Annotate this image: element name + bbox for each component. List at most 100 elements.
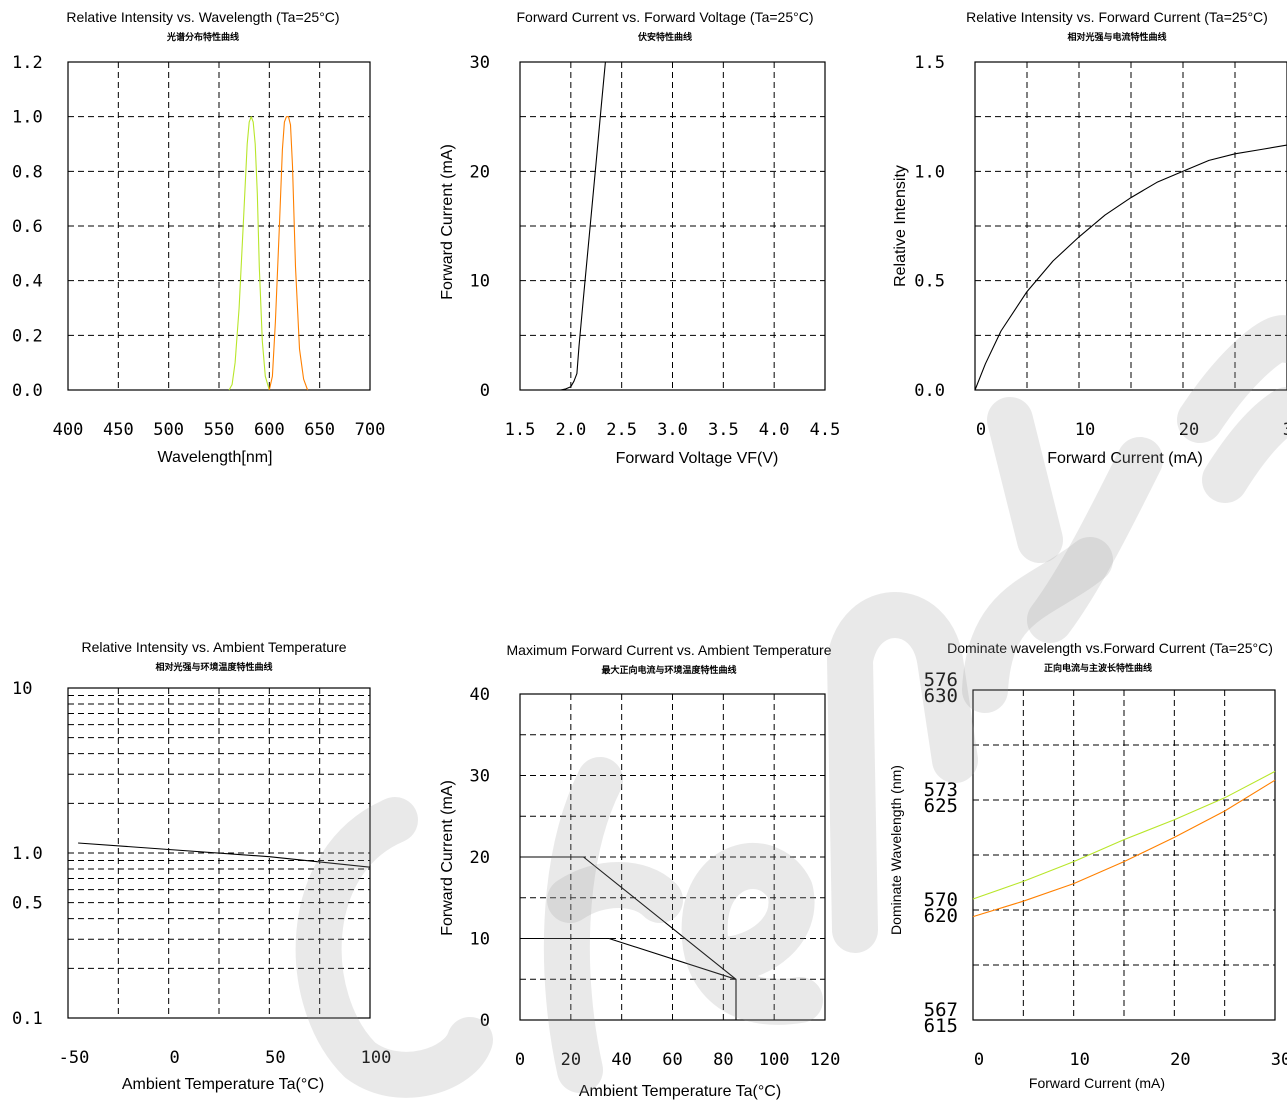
series-line [972,770,1276,900]
y-tick-label: 0.2 [12,326,43,346]
series-line [520,937,737,980]
y-tick-label: 0 [480,1011,490,1031]
x-tick-label: 30 [1271,1050,1287,1070]
y-tick-label: 1.2 [12,53,43,73]
y-tick-label: 10 [470,930,490,950]
x-tick-label: 0 [976,420,986,440]
x-tick-label: 500 [153,420,184,440]
x-axis-label: Forward Current (mA) [1047,450,1203,467]
series-line [78,842,371,868]
x-tick-label: 20 [1179,420,1199,440]
x-axis-label: Forward Current (mA) [1029,1075,1165,1091]
watermark-confidential [295,315,1287,1098]
x-axis-label: Forward Voltage VF(V) [616,450,779,467]
chart-title: Relative Intensity vs. Forward Current (… [966,9,1268,25]
chart-subtitle: 相对光强与电流特性曲线 [1067,31,1166,43]
y-tick-label: 0.0 [914,381,945,401]
chart-title: Forward Current vs. Forward Voltage (Ta=… [517,9,814,25]
x-axis-label: Ambient Temperature Ta(°C) [122,1076,324,1093]
chart-subtitle: 光谱分布特性曲线 [166,31,239,43]
chart-subtitle: 相对光强与环境温度特性曲线 [155,661,272,673]
x-tick-label: 20 [1170,1050,1190,1070]
y-tick-label: 0.0 [12,381,43,401]
x-tick-label: 1.5 [505,420,536,440]
x-tick-label: 0 [515,1050,525,1070]
series-line [550,61,606,391]
chart-max-forward-current-vs-temperature: Maximum Forward Current vs. Ambient Temp… [439,642,840,1100]
x-axis-label: Wavelength[nm] [157,449,272,466]
series-line [972,779,1276,918]
x-tick-label: 120 [810,1050,841,1070]
x-tick-label: 0 [974,1050,984,1070]
x-tick-label: 60 [662,1050,682,1070]
y-tick-label: 0.4 [12,272,43,292]
chart-forward-current-vs-voltage: Forward Current vs. Forward Voltage (Ta=… [439,9,840,467]
y-tick-label: 0.8 [12,162,43,182]
chart-subtitle: 伏安特性曲线 [638,31,692,43]
y-tick-label-top: 570 [924,889,958,911]
y-tick-label: 1.0 [12,108,43,128]
y-tick-label: 40 [470,685,490,705]
y-tick-label: 1.0 [12,844,43,864]
y-tick-label: 20 [470,162,490,182]
y-tick-label: 0.5 [914,272,945,292]
x-tick-label: 650 [304,420,335,440]
y-axis-label: Relative Intensity [892,165,909,287]
y-tick-label-bottom: 615 [924,1015,958,1037]
chart-title: Maximum Forward Current vs. Ambient Temp… [507,642,832,658]
y-tick-label: 1.0 [914,162,945,182]
chart-relative-intensity-vs-current: Relative Intensity vs. Forward Current (… [892,9,1287,467]
x-tick-label: 0 [170,1048,180,1068]
y-tick-label-top: 573 [924,779,958,801]
chart-dominate-wavelength-vs-current: Dominate wavelength vs.Forward Current (… [888,640,1287,1091]
series-line [520,856,737,1020]
x-axis-label: Ambient Temperature Ta(°C) [579,1083,781,1100]
y-tick-label: 20 [470,848,490,868]
y-axis-label: Forward Current (mA) [439,780,456,936]
x-tick-label: 40 [611,1050,631,1070]
y-tick-label: 30 [470,767,490,787]
y-tick-label: 1.5 [914,53,945,73]
x-tick-label: 700 [355,420,386,440]
x-tick-label: 600 [254,420,285,440]
x-tick-label: 4.5 [810,420,841,440]
x-tick-label: 2.5 [606,420,637,440]
y-tick-label-top: 576 [924,669,958,691]
chart-relative-intensity-vs-temperature: Relative Intensity vs. Ambient Temperatu… [12,639,391,1093]
series-line [268,116,309,391]
y-tick-label: 10 [12,679,32,699]
y-tick-label: 0.1 [12,1009,43,1029]
series-line [974,144,1287,391]
y-tick-label-bottom: 625 [924,795,958,817]
y-tick-label: 0 [480,381,490,401]
x-tick-label: 30 [1283,420,1287,440]
x-tick-label: 550 [204,420,235,440]
x-tick-label: 10 [1069,1050,1089,1070]
chart-relative-intensity-vs-wavelength: Relative Intensity vs. Wavelength (Ta=25… [12,9,385,466]
x-tick-label: 3.5 [708,420,739,440]
chart-title: Relative Intensity vs. Ambient Temperatu… [81,639,346,655]
series-line [228,116,270,391]
y-tick-label-bottom: 630 [924,685,958,707]
x-tick-label: 100 [759,1050,790,1070]
x-tick-label: 3.0 [657,420,688,440]
y-tick-label: 0.5 [12,894,43,914]
x-tick-label: 400 [53,420,84,440]
chart-subtitle: 正向电流与主波长特性曲线 [1044,662,1152,674]
x-tick-label: 20 [561,1050,581,1070]
x-tick-label: 4.0 [759,420,790,440]
x-tick-label: 100 [361,1048,392,1068]
y-tick-label-bottom: 620 [924,905,958,927]
y-axis-label: Forward Current (mA) [439,144,456,300]
y-axis-label: Dominate Wavelength (nm) [888,765,904,935]
y-tick-label: 30 [470,53,490,73]
x-tick-label: 80 [713,1050,733,1070]
chart-subtitle: 最大正向电流与环境温度特性曲线 [601,664,736,676]
x-tick-label: -50 [59,1048,90,1068]
y-tick-label: 10 [470,272,490,292]
x-tick-label: 10 [1075,420,1095,440]
chart-title: Relative Intensity vs. Wavelength (Ta=25… [66,9,339,25]
y-tick-label-top: 567 [924,999,958,1021]
chart-title: Dominate wavelength vs.Forward Current (… [947,640,1273,656]
